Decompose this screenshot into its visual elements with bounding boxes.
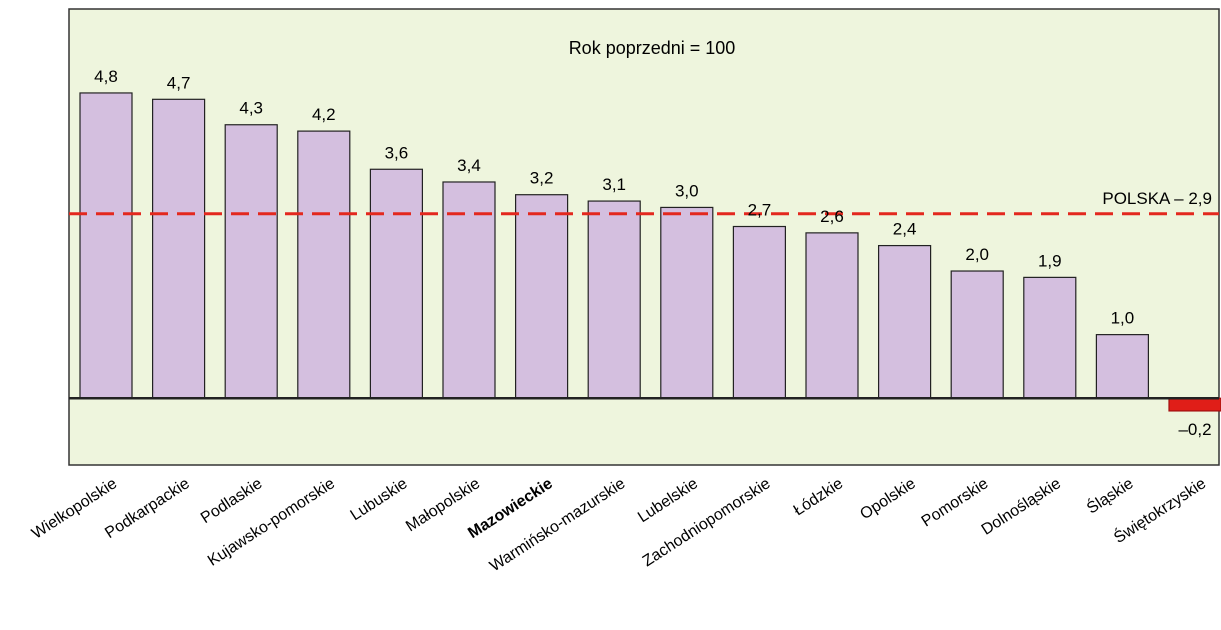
category-label-kujawsko-pomorskie: Kujawsko-pomorskie [205,475,338,570]
value-labels-group: 4,8 4,7 4,3 4,2 3,6 3,4 3,2 3,1 3,0 2,7 2,6 2,4 2,0 1… [94,67,1211,439]
value-label-podkarpackie: 4,7 [167,73,191,92]
category-label-opolskie: Opolskie [857,475,919,523]
bar-warminsko-mazurskie [587,200,641,399]
bar-podlaskie [224,124,278,399]
category-label-podlaskie: Podlaskie [198,475,266,527]
value-label-pomorskie: 2,0 [965,245,989,264]
value-label-mazowieckie: 3,2 [530,169,554,188]
bar-pomorskie [950,270,1004,399]
value-label-wielkopolskie: 4,8 [94,67,118,86]
category-label-dolnoslaskie: Dolnośląskie [979,475,1064,539]
bar-lodzkie [805,232,859,399]
category-label-lodzkie: Łódzkie [791,475,847,519]
value-label-lubuskie: 3,6 [385,143,409,162]
bar-lubelskie [660,206,714,399]
bar-opolskie [877,244,932,399]
category-label-warminsko-mazurskie: Warmińsko-mazurskie [487,475,629,575]
value-label-swietokrzyskie: –0,2 [1178,420,1211,439]
value-label-dolnoslaskie: 1,9 [1038,251,1062,270]
value-label-lodzkie: 2,6 [820,207,844,226]
category-label-lubuskie: Lubuskie [348,475,411,524]
category-label-slaskie: Śląskie [1083,473,1137,517]
bar-kujawsko-pomorskie [297,130,351,399]
bars-group [79,92,1221,412]
bar-mazowieckie [514,194,569,399]
value-label-warminsko-mazurskie: 3,1 [602,175,626,194]
bar-wielkopolskie [79,92,133,399]
value-label-malopolskie: 3,4 [457,156,481,175]
bar-slaskie [1095,334,1150,399]
bar-swietokrzyskie [1168,397,1221,412]
value-label-lubelskie: 3,0 [675,181,699,200]
value-label-podlaskie: 4,3 [239,99,263,118]
bar-dolnoslaskie [1023,276,1077,399]
bar-podkarpackie [152,98,206,399]
category-label-zachodniopomorskie: Zachodniopomorskie [640,475,774,570]
value-label-zachodniopomorskie: 2,7 [748,201,772,220]
value-label-slaskie: 1,0 [1111,309,1135,328]
reference-line-label: POLSKA – 2,9 [1102,189,1212,208]
value-label-kujawsko-pomorskie: 4,2 [312,105,336,124]
bar-lubuskie [369,168,423,399]
value-label-opolskie: 2,4 [893,220,917,239]
category-label-lubelskie: Lubelskie [635,475,701,526]
bar-zachodniopomorskie [732,225,787,399]
chart-title: Rok poprzedni = 100 [569,38,736,58]
